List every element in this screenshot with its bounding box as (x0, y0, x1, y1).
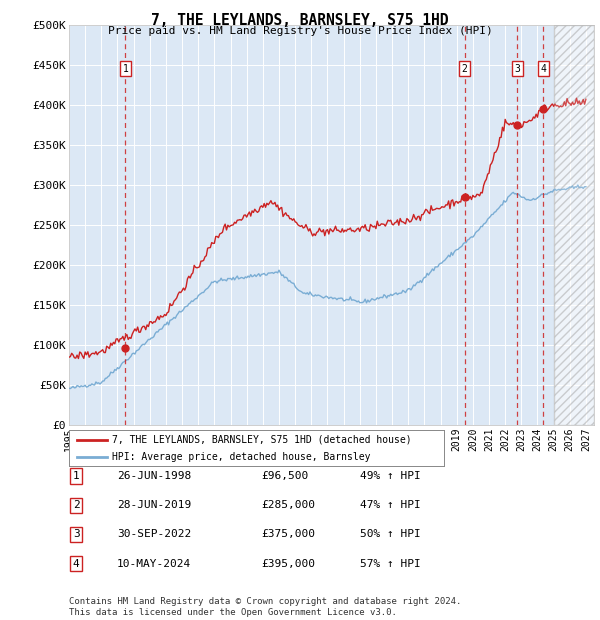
Text: 3: 3 (73, 529, 80, 539)
Text: HPI: Average price, detached house, Barnsley: HPI: Average price, detached house, Barn… (112, 451, 371, 461)
Text: 57% ↑ HPI: 57% ↑ HPI (360, 559, 421, 569)
Text: 47% ↑ HPI: 47% ↑ HPI (360, 500, 421, 510)
Text: 50% ↑ HPI: 50% ↑ HPI (360, 529, 421, 539)
Text: 4: 4 (73, 559, 80, 569)
Text: 30-SEP-2022: 30-SEP-2022 (117, 529, 191, 539)
Text: £96,500: £96,500 (261, 471, 308, 481)
Text: 7, THE LEYLANDS, BARNSLEY, S75 1HD: 7, THE LEYLANDS, BARNSLEY, S75 1HD (151, 13, 449, 28)
Text: 4: 4 (540, 64, 546, 74)
Text: 1: 1 (122, 64, 128, 74)
Bar (554, 25, 594, 425)
Text: 2: 2 (461, 64, 467, 74)
Text: Contains HM Land Registry data © Crown copyright and database right 2024.
This d: Contains HM Land Registry data © Crown c… (69, 598, 461, 617)
Text: Price paid vs. HM Land Registry's House Price Index (HPI): Price paid vs. HM Land Registry's House … (107, 26, 493, 36)
Text: 49% ↑ HPI: 49% ↑ HPI (360, 471, 421, 481)
Text: 1: 1 (73, 471, 80, 481)
Text: £375,000: £375,000 (261, 529, 315, 539)
Text: 26-JUN-1998: 26-JUN-1998 (117, 471, 191, 481)
Text: 28-JUN-2019: 28-JUN-2019 (117, 500, 191, 510)
Text: £395,000: £395,000 (261, 559, 315, 569)
Text: 3: 3 (514, 64, 520, 74)
Text: 10-MAY-2024: 10-MAY-2024 (117, 559, 191, 569)
Text: £285,000: £285,000 (261, 500, 315, 510)
Text: 7, THE LEYLANDS, BARNSLEY, S75 1HD (detached house): 7, THE LEYLANDS, BARNSLEY, S75 1HD (deta… (112, 435, 412, 445)
Text: 2: 2 (73, 500, 80, 510)
